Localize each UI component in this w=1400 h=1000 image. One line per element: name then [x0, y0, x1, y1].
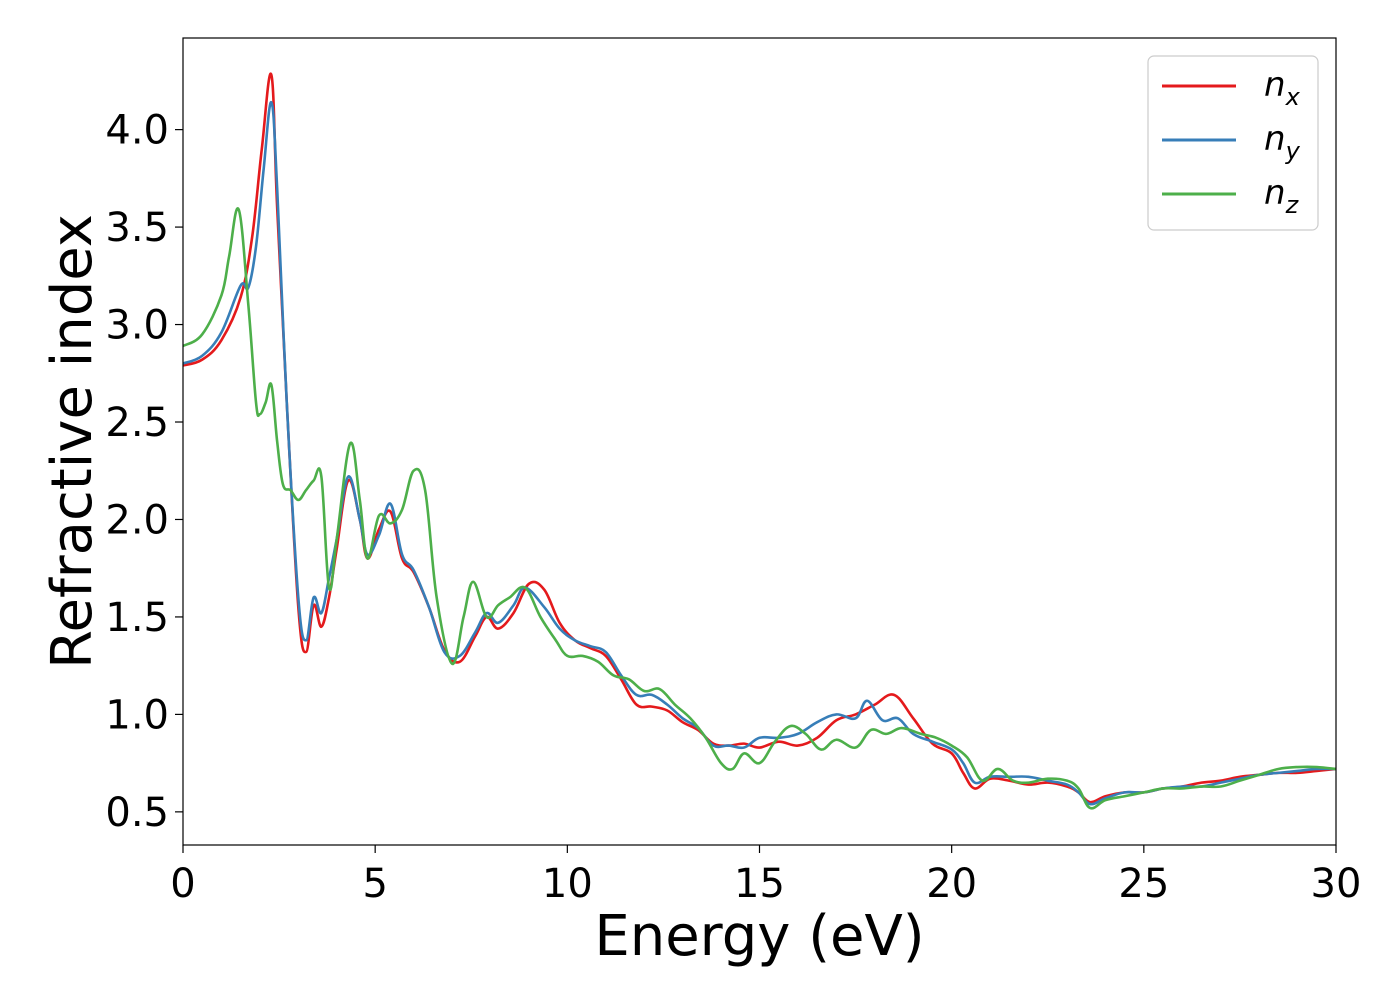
x-tick-label: 10 — [542, 861, 593, 907]
legend-label-nx: nx — [1264, 65, 1301, 111]
y-tick-label: 2.0 — [105, 497, 169, 543]
x-tick-label: 30 — [1311, 861, 1362, 907]
x-axis-ticks: 0 5 10 15 20 25 30 — [170, 845, 1361, 907]
y-axis-label: Refractive index — [40, 214, 105, 669]
y-tick-label: 3.0 — [105, 303, 169, 349]
x-tick-label: 20 — [926, 861, 977, 907]
legend: nx ny nz — [1147, 55, 1319, 231]
y-tick-label: 1.5 — [105, 595, 169, 641]
x-tick-label: 15 — [734, 861, 785, 907]
legend-label-ny: ny — [1264, 119, 1301, 165]
y-tick-label: 0.5 — [105, 790, 169, 836]
legend-box — [1147, 55, 1319, 231]
x-tick-label: 0 — [170, 861, 195, 907]
series-lines-layer — [183, 72, 1336, 810]
y-axis-ticks: 0.5 1.0 1.5 2.0 2.5 3.0 3.5 4.0 — [105, 108, 183, 836]
y-tick-label: 4.0 — [105, 108, 169, 154]
y-tick-label: 2.5 — [105, 400, 169, 446]
x-tick-label: 25 — [1118, 861, 1169, 907]
x-tick-label: 5 — [362, 861, 387, 907]
y-tick-label: 1.0 — [105, 692, 169, 738]
y-tick-label: 3.5 — [105, 205, 169, 251]
series-line-nx — [183, 72, 1336, 804]
series-line-nz — [183, 207, 1336, 810]
x-axis-label: Energy (eV) — [594, 904, 924, 969]
legend-label-nz: nz — [1264, 173, 1300, 219]
